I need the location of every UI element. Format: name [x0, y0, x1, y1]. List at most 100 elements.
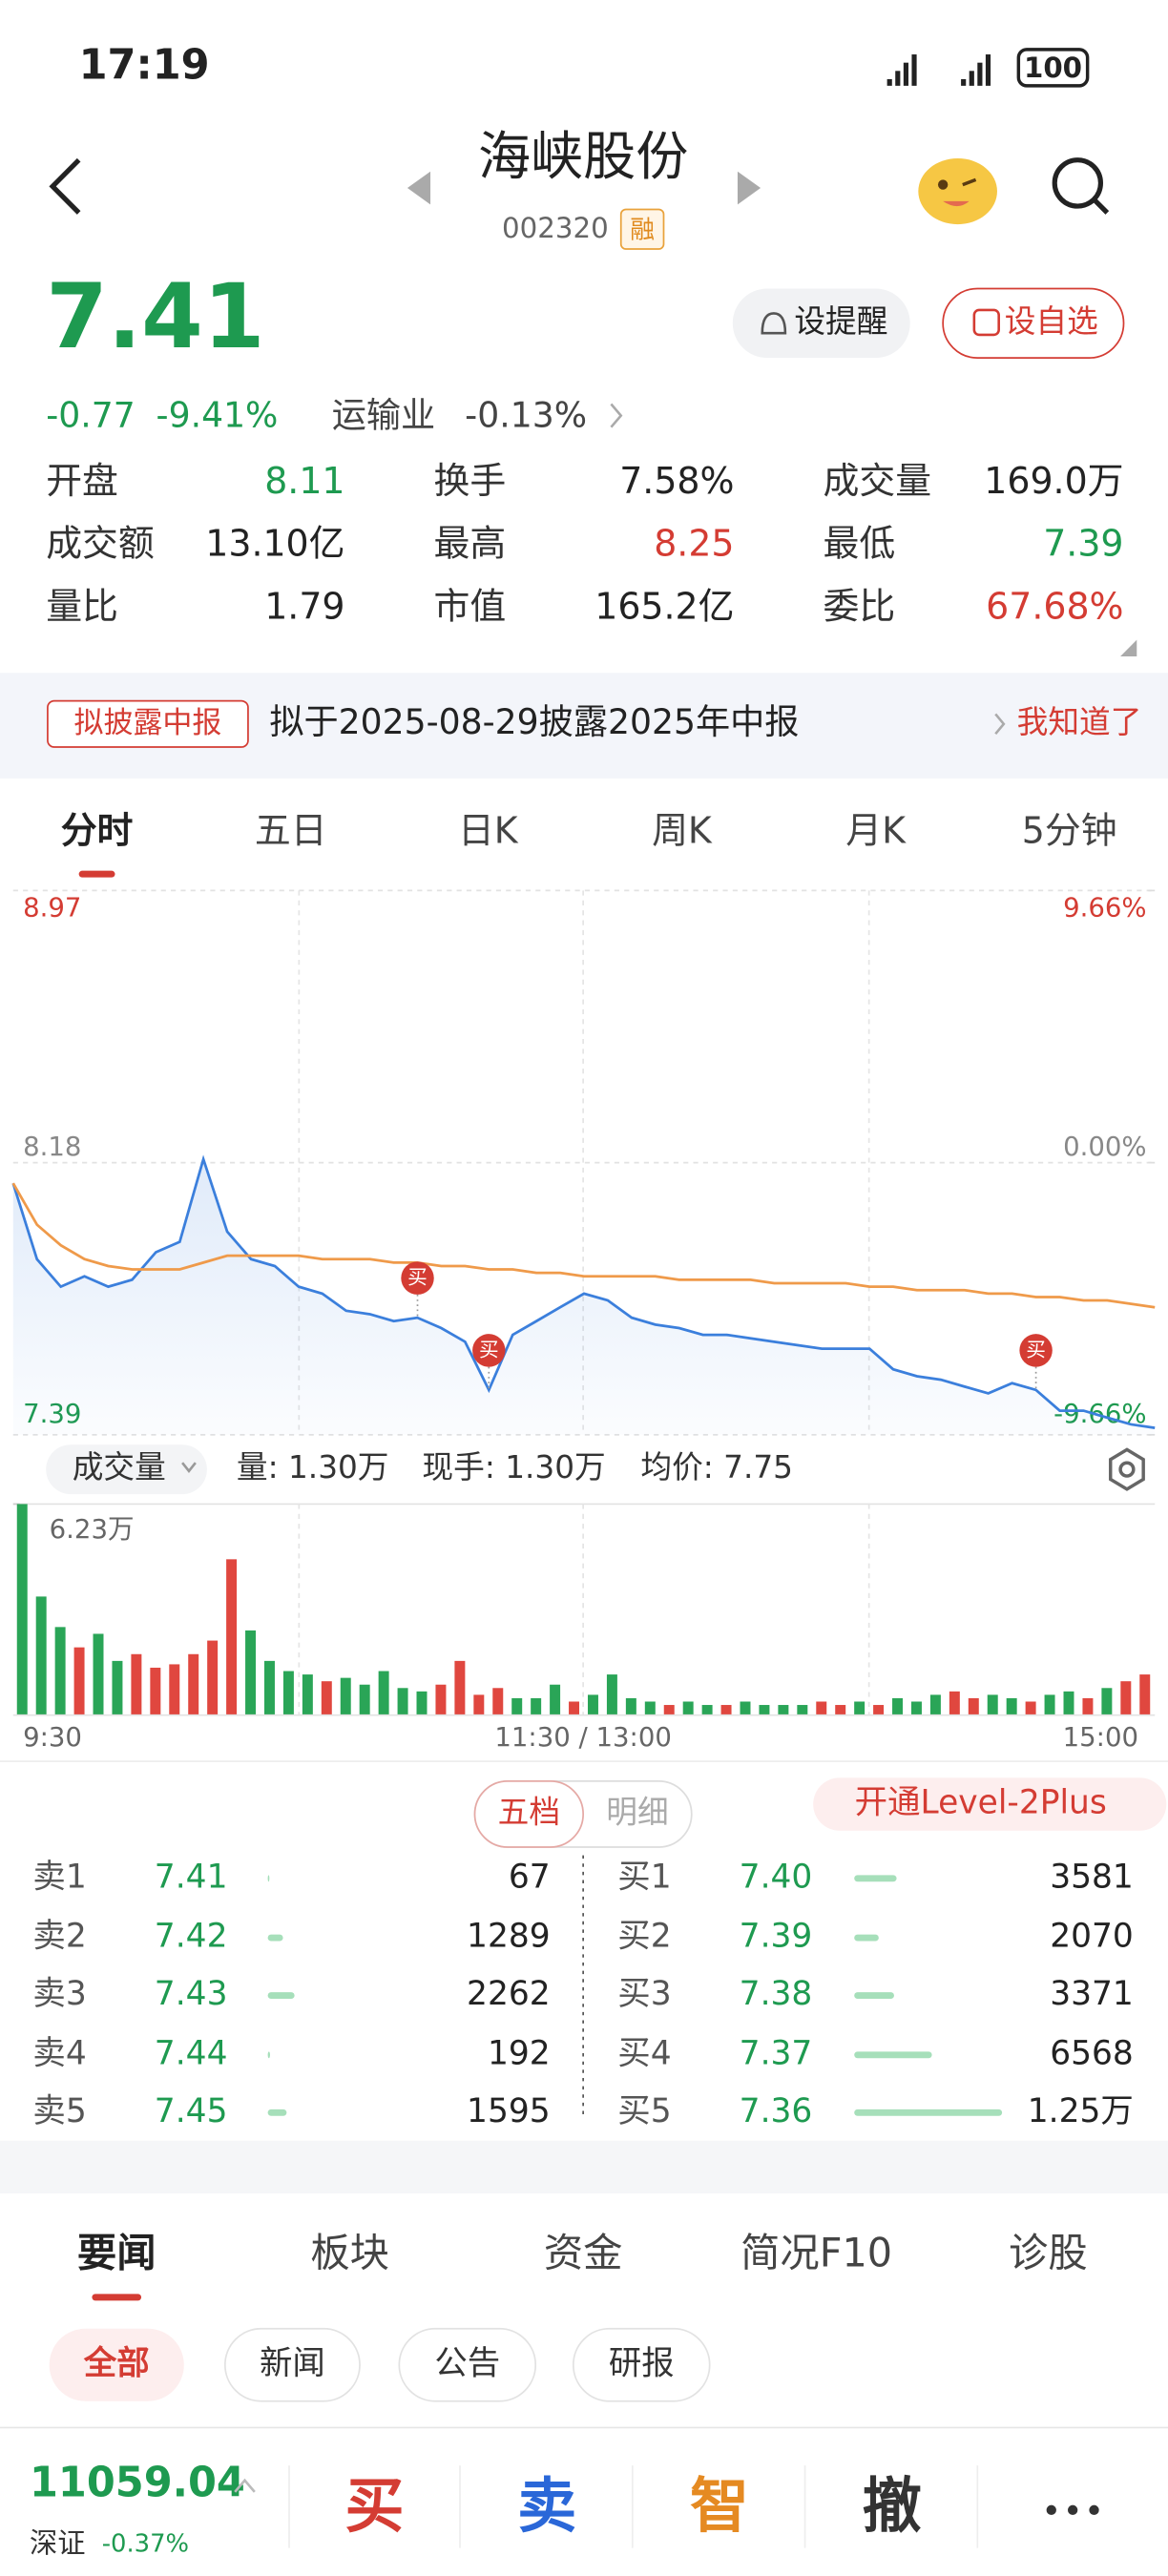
volume-bar: [1139, 1674, 1151, 1715]
book-price: 7.41: [155, 1858, 228, 1896]
back-button[interactable]: [49, 157, 81, 215]
chart-tab[interactable]: 日K: [458, 809, 519, 851]
notice-action[interactable]: 我知道了: [1017, 704, 1142, 740]
stat-label: 最高: [433, 523, 506, 565]
price: 7.41: [46, 265, 264, 368]
volume-info: 现手: 1.30万: [422, 1449, 605, 1485]
search-button[interactable]: [1052, 157, 1110, 215]
annotation-dot: [472, 1334, 506, 1367]
volume-bar: [949, 1691, 960, 1715]
filter[interactable]: 研报: [609, 2344, 675, 2382]
volume-bar: [397, 1688, 408, 1715]
book-tab[interactable]: 五档: [498, 1794, 560, 1830]
watchlist-button[interactable]: [942, 287, 1125, 359]
chart-tab[interactable]: 月K: [845, 809, 907, 851]
volume-bar: [968, 1697, 979, 1715]
level2[interactable]: 开通Level-2Plus: [855, 1783, 1107, 1821]
stat-label: 开盘: [46, 460, 118, 502]
action-button[interactable]: 买: [345, 2471, 405, 2541]
book-label: 卖5: [32, 2092, 86, 2130]
stat-value: 165.2亿: [594, 585, 734, 627]
filter-pill[interactable]: [49, 2328, 184, 2401]
filter[interactable]: 公告: [434, 2344, 500, 2382]
stat-label: 换手: [433, 460, 506, 502]
stat-value: 67.68%: [986, 585, 1123, 627]
book-tab-active: [473, 1779, 584, 1848]
book-volume: 3581: [1050, 1858, 1134, 1896]
news-tab[interactable]: 板块: [310, 2231, 389, 2276]
more-dot[interactable]: [1089, 2504, 1099, 2516]
book-bar: [854, 1875, 897, 1882]
volume-bar: [892, 1697, 904, 1715]
chart-tab[interactable]: 5分钟: [1022, 809, 1117, 851]
alert-button[interactable]: [732, 288, 910, 359]
stat-label: 量比: [46, 585, 118, 627]
annotation-dot: [1019, 1334, 1053, 1367]
action-button[interactable]: 撤: [863, 2471, 922, 2541]
filter-pill[interactable]: [398, 2327, 537, 2402]
volume-selector[interactable]: 成交量: [73, 1449, 166, 1485]
plus-icon: [972, 308, 1000, 337]
stat-value: 169.0万: [984, 460, 1123, 502]
settings-icon[interactable]: [1109, 1447, 1145, 1491]
news-tab[interactable]: 诊股: [1009, 2231, 1088, 2276]
volume-bar: [35, 1596, 47, 1715]
filter[interactable]: 全部: [83, 2344, 150, 2382]
signal-bar: [911, 54, 917, 86]
annotation-dot: [401, 1261, 434, 1295]
level2-box[interactable]: [813, 1777, 1167, 1831]
volume-selector-box[interactable]: [46, 1444, 207, 1495]
chart-tab[interactable]: 周K: [652, 809, 713, 851]
book-label: 卖3: [32, 1975, 86, 2013]
signal-bar: [895, 71, 901, 86]
book-tab[interactable]: 明细: [606, 1794, 668, 1830]
volume-bar: [663, 1705, 675, 1715]
price-area: [12, 1159, 1156, 1435]
volume-bar: [550, 1684, 561, 1715]
more-dot[interactable]: [1067, 2504, 1078, 2516]
prev-stock[interactable]: [407, 171, 431, 205]
stat-value: 13.10亿: [205, 523, 344, 565]
stock-code: 002320: [502, 212, 609, 244]
signal-bar: [903, 62, 908, 86]
volume-bar: [1082, 1697, 1094, 1715]
signal-bar: [961, 78, 967, 86]
chart-tab[interactable]: 分时: [61, 809, 134, 851]
more-dot[interactable]: [1046, 2504, 1056, 2516]
volume-bar: [93, 1633, 104, 1715]
notice-text: 拟于2025-08-29披露2025年中报: [269, 701, 799, 742]
filter-pill[interactable]: [572, 2327, 711, 2402]
stat-value: 8.11: [264, 460, 344, 502]
book-price: 7.36: [740, 2092, 813, 2130]
change-pct: -9.41%: [156, 394, 279, 435]
y2-tick-label: 9.66%: [1063, 891, 1146, 923]
book-volume: 192: [488, 2034, 551, 2072]
volume-bar: [73, 1647, 85, 1715]
filter[interactable]: 新闻: [260, 2344, 325, 2382]
stat-label: 委比: [823, 585, 895, 627]
volume-bar: [740, 1701, 751, 1715]
book-bar: [854, 2051, 932, 2059]
action-button[interactable]: 智: [690, 2471, 749, 2541]
chevron-up: [234, 2478, 256, 2493]
filter-pill[interactable]: [223, 2327, 361, 2402]
industry[interactable]: 运输业: [332, 394, 435, 435]
volume-bar: [416, 1691, 428, 1715]
stat-label: 最低: [823, 523, 895, 565]
next-stock[interactable]: [737, 171, 761, 205]
watchlist-button-label[interactable]: 设自选: [1005, 303, 1098, 340]
volume-bar: [1101, 1688, 1113, 1715]
index-name: 深证: [30, 2527, 86, 2560]
alert-button-label[interactable]: 设提醒: [794, 303, 887, 340]
mascot[interactable]: [918, 157, 997, 225]
action-button[interactable]: 卖: [517, 2471, 576, 2541]
volume-bar: [435, 1684, 447, 1715]
news-tab[interactable]: 简况F10: [740, 2231, 892, 2276]
news-tab[interactable]: 要闻: [77, 2231, 156, 2276]
volume-bar: [454, 1660, 466, 1715]
book-label: 买1: [617, 1858, 671, 1896]
y-tick-label: 8.18: [23, 1131, 81, 1162]
news-tab[interactable]: 资金: [544, 2231, 623, 2276]
chart-tab[interactable]: 五日: [255, 809, 327, 851]
